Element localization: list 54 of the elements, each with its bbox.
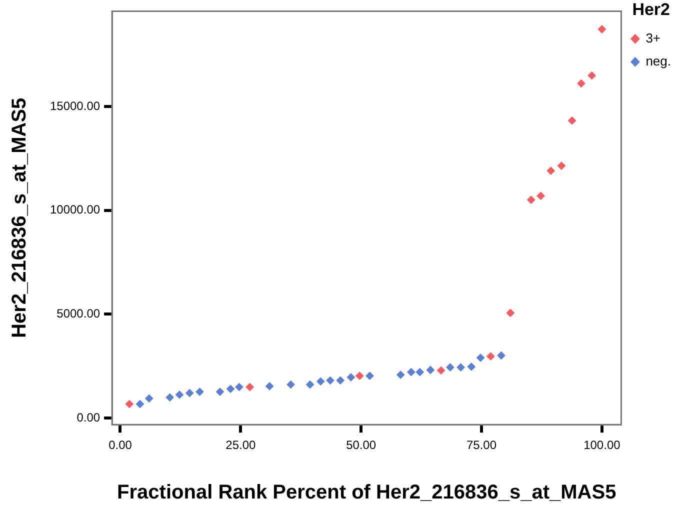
point [356, 372, 364, 380]
legend-label: 3+ [646, 30, 661, 46]
point [536, 192, 545, 200]
point [568, 116, 576, 125]
point [166, 393, 174, 402]
x-tick-label: 25.00 [226, 438, 256, 452]
point [136, 400, 144, 408]
y-tick-label: 5000.00 [56, 306, 100, 321]
point [246, 383, 254, 392]
x-tick-label: 50.00 [346, 438, 376, 452]
point [557, 162, 566, 170]
point [416, 368, 424, 376]
point [497, 351, 506, 360]
point [226, 384, 235, 393]
point [486, 352, 495, 360]
point [196, 388, 204, 396]
point [426, 366, 434, 374]
point [286, 380, 295, 389]
y-tick-label: 10000.00 [50, 202, 100, 217]
point [527, 196, 536, 204]
point [125, 400, 134, 408]
point [407, 368, 416, 376]
point [467, 362, 476, 371]
point [366, 372, 374, 380]
point [588, 72, 596, 80]
point [235, 383, 244, 392]
point [266, 382, 274, 390]
x-tick-label: 0.00 [108, 438, 132, 452]
point [476, 354, 485, 362]
point [437, 366, 446, 374]
point [316, 377, 325, 386]
point [306, 380, 314, 389]
y-tick-label: 0.00 [76, 410, 100, 424]
point [446, 363, 454, 372]
legend-title: Her2 [632, 0, 670, 20]
point [346, 373, 355, 382]
point [577, 79, 586, 88]
point [598, 25, 606, 34]
legend-label: neg. [646, 53, 672, 68]
point [145, 394, 154, 402]
x-axis-title: Fractional Rank Percent of Her2_216836_s_at_MAS5 [117, 482, 616, 504]
point [396, 370, 405, 379]
point [186, 389, 194, 398]
x-tick-label: 100.00 [584, 438, 621, 452]
point [175, 390, 184, 399]
point [546, 166, 555, 175]
point [326, 376, 334, 384]
y-tick-label: 15000.00 [50, 98, 100, 113]
point [506, 308, 514, 317]
x-tick-label: 75.00 [466, 438, 497, 452]
point [456, 363, 465, 372]
point [216, 388, 224, 396]
point [336, 376, 344, 384]
y-axis-title: Her2_216836_s_at_MAS5 [8, 98, 31, 338]
